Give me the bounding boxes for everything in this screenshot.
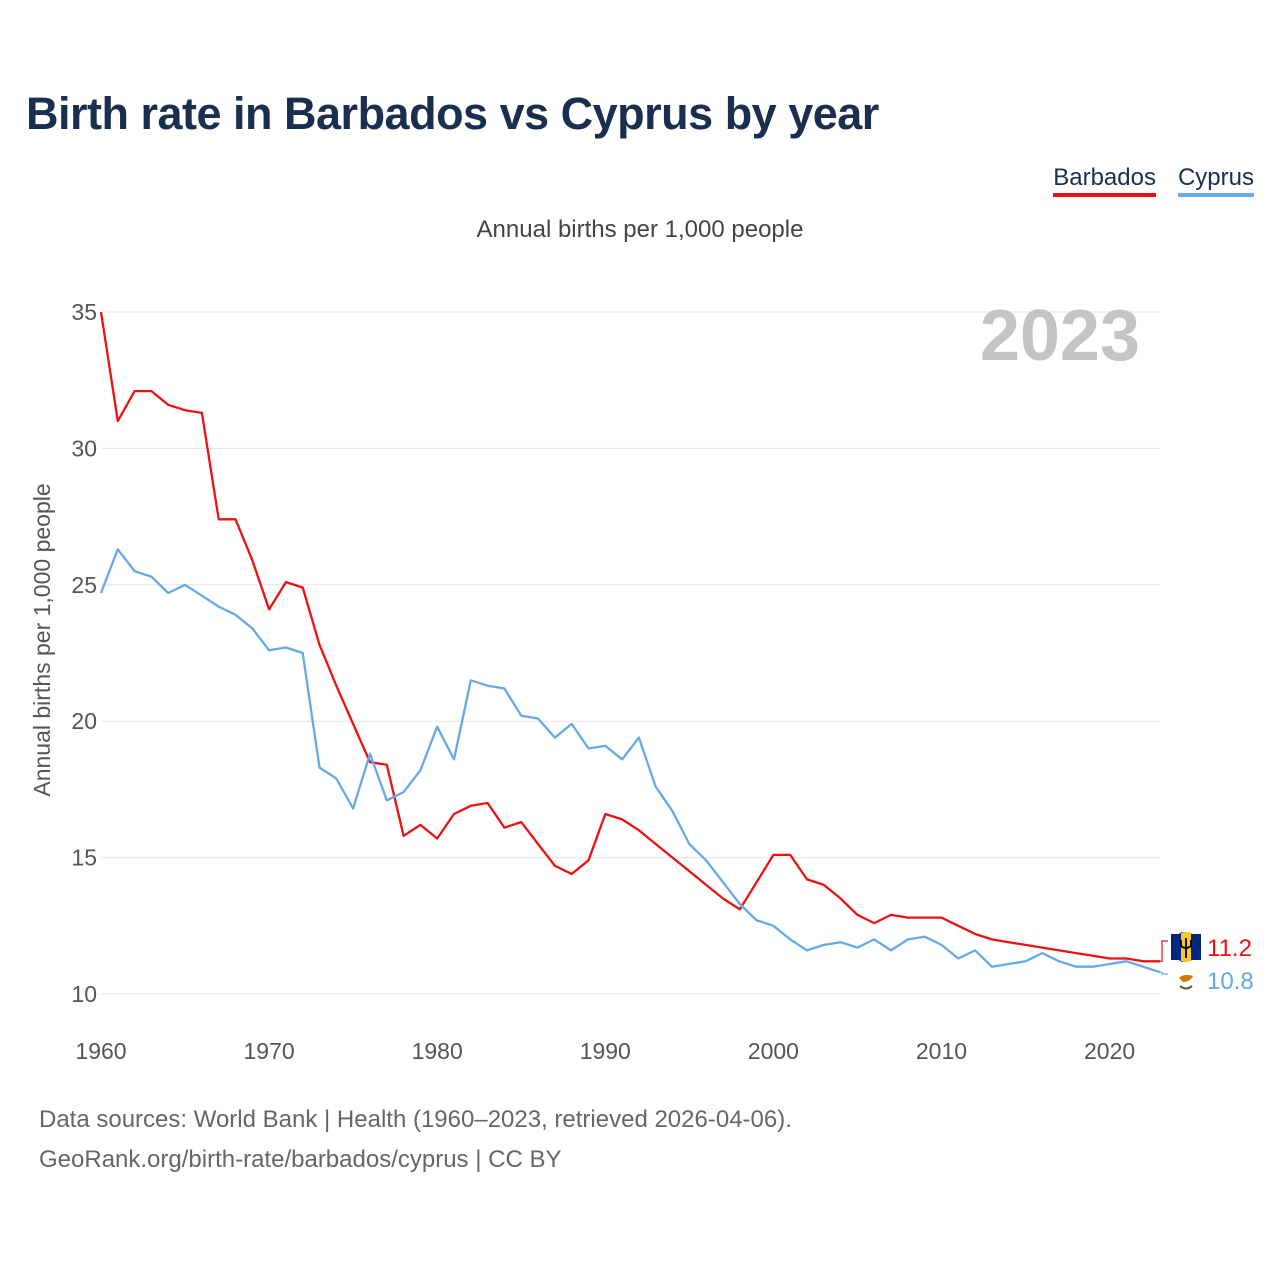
y-tick-label-20: 20 [71,708,97,734]
series-lines [99,311,1161,974]
x-tick-label-2010: 2010 [916,1038,967,1064]
x-axis-ticks: 1960 1970 1980 1990 2000 2010 2020 [75,1038,1135,1064]
end-label-barbados: 11.2 [1207,935,1252,962]
end-leader-cyprus [1160,971,1168,975]
y-tick-label-35: 35 [71,299,97,325]
y-axis-label: Annual births per 1,000 people [29,483,55,796]
gridlines [101,311,1160,995]
series-line-barbados [99,311,1160,963]
y-tick-label-15: 15 [71,845,97,871]
x-tick-label-1980: 1980 [412,1038,463,1064]
x-tick-label-2020: 2020 [1084,1038,1135,1064]
x-tick-label-1970: 1970 [244,1038,295,1064]
end-label-cyprus: 10.8 [1207,968,1254,995]
chart-subtitle: Annual births per 1,000 people [476,216,804,243]
y-axis-ticks: 10 15 20 25 30 35 [71,299,97,1007]
end-leader-barbados [1160,940,1168,962]
legend: Barbados Cyprus [1053,164,1254,197]
legend-item-barbados[interactable]: Barbados [1053,164,1156,197]
x-tick-label-2000: 2000 [748,1038,799,1064]
x-tick-label-1990: 1990 [580,1038,631,1064]
y-tick-label-30: 30 [71,435,97,461]
data-sources: Data sources: World Bank | Health (1960–… [39,1106,792,1133]
source-link[interactable]: GeoRank.org/birth-rate/barbados/cyprus |… [39,1146,562,1173]
legend-item-cyprus[interactable]: Cyprus [1177,164,1254,197]
barbados-flag-icon [1171,932,1201,962]
y-tick-label-25: 25 [71,572,97,598]
y-tick-label-10: 10 [71,981,97,1007]
x-tick-label-1960: 1960 [75,1038,126,1064]
line-chart: 2023 10 15 20 25 30 35 1960 1970 1980 1990 2000 20… [29,296,1254,1064]
cyprus-flag-icon [1171,966,1201,996]
series-line-cyprus [99,548,1161,974]
end-labels: 11.2 10.8 [1160,932,1254,996]
year-watermark: 2023 [980,296,1140,376]
page-title: Birth rate in Barbados vs Cyprus by year [26,88,879,139]
